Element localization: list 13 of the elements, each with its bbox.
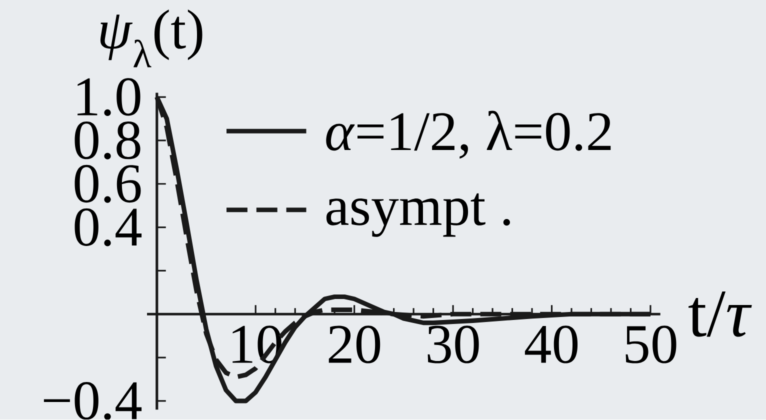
y-tick-label: −0.4 bbox=[44, 382, 142, 420]
y-tick-label: 0.4 bbox=[74, 208, 142, 246]
x-tick-label: 50 bbox=[626, 326, 676, 364]
x-tick-label: 40 bbox=[524, 326, 578, 364]
y-tick-label: 0.6 bbox=[74, 165, 141, 204]
x-tick-label: 20 bbox=[328, 326, 380, 364]
y-tick-label: 0.8 bbox=[74, 122, 140, 160]
legend-label: α=1/2, λ=0.2 bbox=[326, 110, 611, 159]
x-axis-title: t/τ bbox=[688, 292, 752, 337]
legend-label: asympt . bbox=[326, 194, 510, 238]
x-tick-label: 30 bbox=[428, 326, 479, 364]
y-tick-label: 1.0 bbox=[78, 78, 140, 116]
y-axis-title: ψ$_{λ}$(t) bbox=[100, 10, 202, 68]
